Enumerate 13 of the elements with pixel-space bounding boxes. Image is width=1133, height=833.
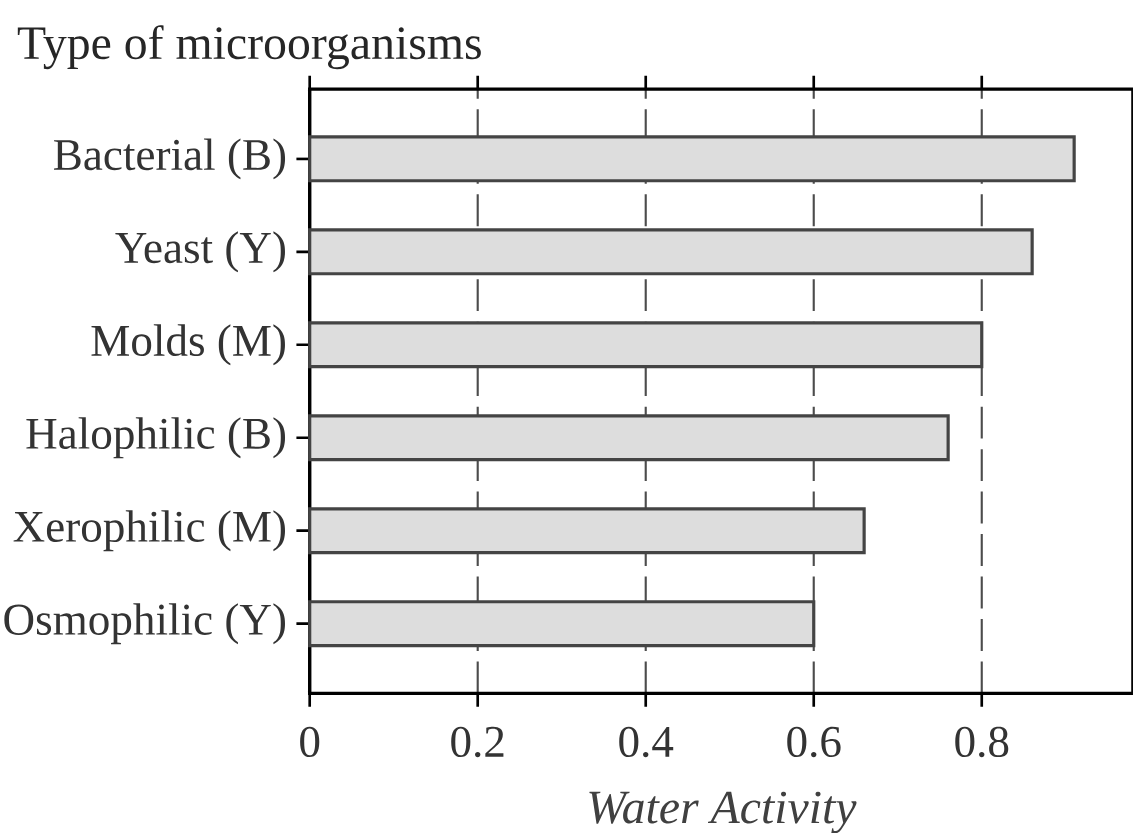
x-tick-label: 0.6 bbox=[787, 726, 841, 758]
x-tick-label: 0.8 bbox=[955, 726, 1009, 758]
y-axis-title: Type of microorganisms bbox=[17, 25, 481, 70]
y-tick-label: Molds (M) bbox=[91, 324, 285, 366]
y-tick-label: Halophilic (B) bbox=[26, 417, 286, 459]
x-axis-title: Water Activity bbox=[589, 791, 857, 833]
x-tick-label: 0.4 bbox=[619, 726, 674, 758]
y-tick-label: Osmophilic (Y) bbox=[4, 603, 286, 645]
y-tick-label: Xerophilic (M) bbox=[13, 510, 286, 552]
x-tick-label: 0.2 bbox=[451, 726, 504, 758]
y-tick-label: Bacterial (B) bbox=[54, 138, 286, 180]
x-tick-label: 0 bbox=[300, 726, 320, 758]
y-tick-label: Yeast (Y) bbox=[115, 231, 285, 273]
